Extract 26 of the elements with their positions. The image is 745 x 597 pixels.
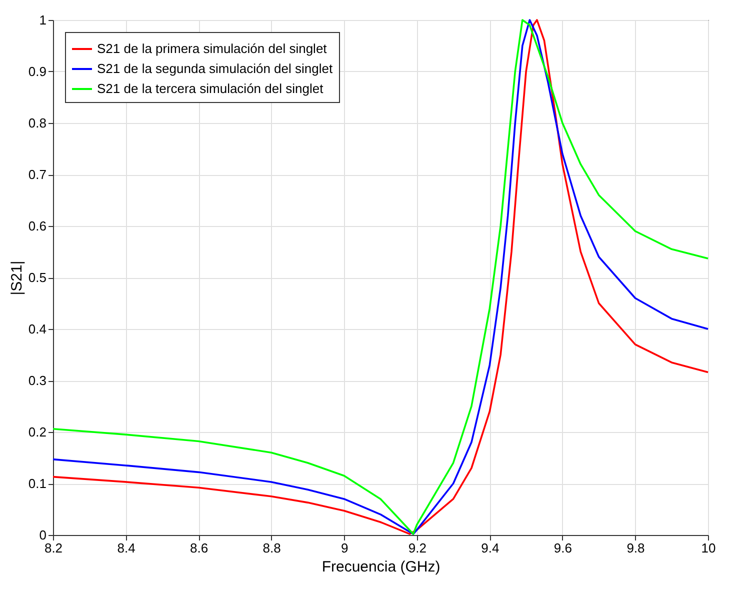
x-tick-label: 10: [701, 540, 716, 556]
x-tick-label: 8.4: [117, 540, 136, 556]
x-tick-label: 9.4: [481, 540, 500, 556]
legend-label: S21 de la primera simulación del singlet: [97, 41, 328, 56]
y-tick-label: 0.1: [28, 476, 46, 491]
legend-label: S21 de la tercera simulación del singlet: [97, 81, 324, 96]
y-tick-label: 0.5: [28, 270, 46, 285]
x-tick-label: 8.2: [44, 540, 63, 556]
x-tick-label: 8.6: [190, 540, 208, 556]
y-tick-label: 0.3: [28, 373, 46, 388]
x-axis-title: Frecuencia (GHz): [322, 558, 440, 576]
y-tick-label: 0.4: [28, 322, 46, 336]
x-tick-label: 9.8: [626, 540, 645, 556]
y-tick-label: 1: [39, 12, 46, 28]
x-tick-label: 9: [340, 540, 348, 556]
y-tick-label: 0: [39, 528, 46, 542]
x-tick-label: 8.8: [262, 540, 281, 556]
y-tick-label: 0.8: [28, 116, 46, 130]
legend-label: S21 de la segunda simulación del singlet: [97, 61, 333, 76]
y-tick-label: 0.9: [28, 64, 46, 79]
y-axis-title: |S21|: [8, 260, 26, 296]
y-tick-label: 0.2: [28, 424, 46, 440]
y-tick-label: 0.6: [28, 218, 46, 234]
x-tick-label: 9.2: [408, 540, 426, 556]
y-tick-label: 0.7: [28, 167, 46, 182]
x-tick-label: 9.6: [554, 540, 572, 556]
